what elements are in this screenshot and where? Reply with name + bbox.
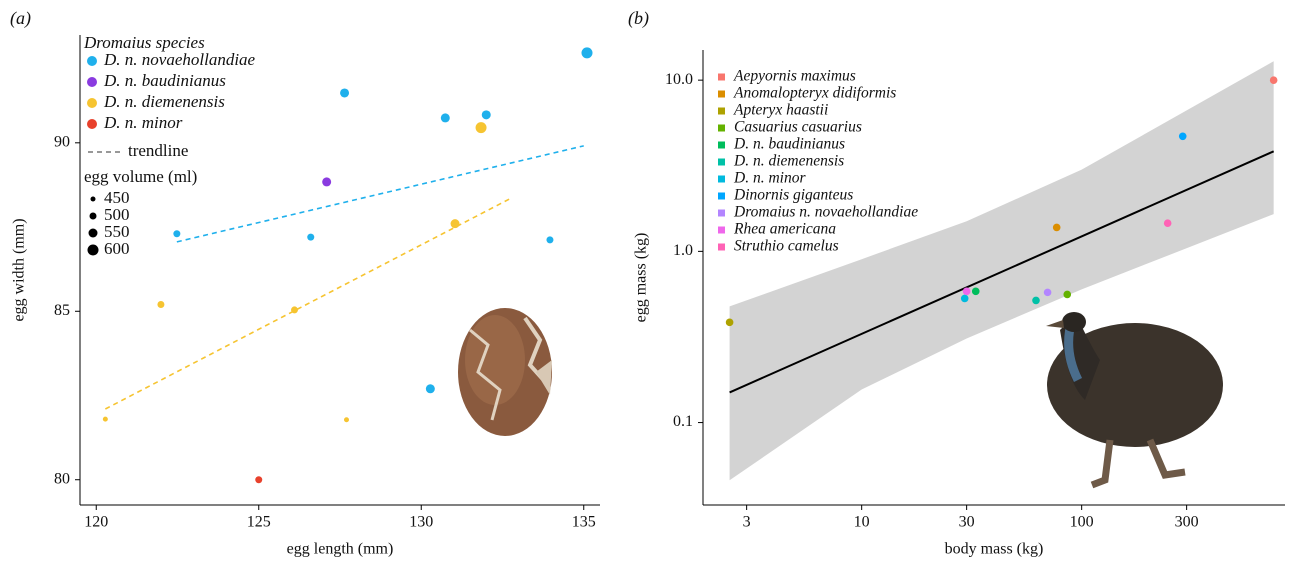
legend-marker xyxy=(718,244,725,251)
legend-label: trendline xyxy=(128,141,188,160)
legend-marker xyxy=(718,210,725,217)
x-tick-label: 130 xyxy=(409,514,433,531)
y-tick-label: 80 xyxy=(54,470,70,487)
x-tick-label: 3 xyxy=(743,514,751,531)
legend-label: D. n. minor xyxy=(103,113,183,132)
data-point xyxy=(1053,224,1061,232)
panel-label: (a) xyxy=(10,8,31,29)
size-legend-marker xyxy=(90,213,97,220)
legend-label: Rhea americana xyxy=(733,221,836,238)
y-tick-label: 10.0 xyxy=(665,71,693,88)
data-point xyxy=(582,47,593,58)
x-tick-label: 125 xyxy=(247,514,271,531)
figure: (a) 120 125 130 135 80 85 90 egg length (mm) egg … xyxy=(0,0,1297,564)
size-legend-label: 600 xyxy=(104,239,130,258)
emu-illustration xyxy=(1046,312,1223,485)
x-tick-label: 300 xyxy=(1175,514,1199,531)
legend-marker xyxy=(718,74,725,81)
data-point xyxy=(344,417,349,422)
legend-marker xyxy=(718,108,725,115)
data-point xyxy=(426,384,435,393)
legend-label: Dinornis giganteus xyxy=(733,187,853,204)
data-point xyxy=(307,234,314,241)
legend-marker xyxy=(87,77,97,87)
data-point xyxy=(103,417,108,422)
legend-label: Anomalopteryx didiformis xyxy=(733,85,896,102)
legend-marker xyxy=(718,227,725,234)
data-point xyxy=(546,236,553,243)
size-legend-marker xyxy=(88,245,99,256)
data-point xyxy=(1044,289,1052,297)
legend-label: D. n. diemenensis xyxy=(733,153,844,170)
y-axis-title: egg mass (kg) xyxy=(633,233,650,323)
legend-marker xyxy=(718,176,725,183)
data-point xyxy=(340,88,349,97)
legend-label: D. n. minor xyxy=(733,170,806,187)
data-point xyxy=(322,177,331,186)
data-point xyxy=(1063,291,1071,299)
legend-label: D. n. novaehollandiae xyxy=(103,50,256,69)
data-point xyxy=(961,295,969,303)
data-point xyxy=(1270,76,1278,84)
x-tick-label: 30 xyxy=(959,514,975,531)
data-point xyxy=(476,122,487,133)
legend-label: Casuarius casuarius xyxy=(734,119,862,136)
x-tick-label: 100 xyxy=(1070,514,1094,531)
legend-label: D. n. baudinianus xyxy=(103,71,226,90)
y-tick-label: 90 xyxy=(54,133,70,150)
trendline xyxy=(177,146,584,242)
y-axis-title: egg width (mm) xyxy=(11,218,28,321)
legend-label: Apteryx haastii xyxy=(733,102,828,119)
legend-marker xyxy=(718,159,725,166)
y-tick-label: 0.1 xyxy=(673,413,693,430)
data-point xyxy=(726,319,734,327)
legend-label: Struthio camelus xyxy=(734,238,839,255)
legend-marker xyxy=(87,56,97,66)
legend-marker xyxy=(87,119,97,129)
data-point xyxy=(972,288,980,296)
x-tick-label: 10 xyxy=(854,514,870,531)
x-axis-title: body mass (kg) xyxy=(945,541,1044,558)
data-point xyxy=(1032,297,1040,305)
legend-label: Dromaius n. novaehollandiae xyxy=(733,204,918,221)
x-axis-title: egg length (mm) xyxy=(287,541,394,558)
data-point xyxy=(482,110,491,119)
data-point xyxy=(451,219,460,228)
data-point xyxy=(157,301,164,308)
data-point xyxy=(1179,132,1187,140)
egg-illustration xyxy=(458,308,552,436)
legend-label: Aepyornis maximus xyxy=(733,68,856,85)
size-legend-marker xyxy=(89,229,98,238)
panel-label: (b) xyxy=(628,8,649,29)
legend-label: D. n. diemenensis xyxy=(103,92,225,111)
legend-marker xyxy=(718,142,725,149)
x-tick-label: 120 xyxy=(84,514,108,531)
legend-label: D. n. baudinianus xyxy=(733,136,845,153)
data-point xyxy=(173,230,180,237)
size-legend-title: egg volume (ml) xyxy=(84,167,197,186)
trendline xyxy=(105,199,510,409)
data-point xyxy=(291,306,298,313)
data-point xyxy=(963,288,971,296)
data-point xyxy=(441,113,450,122)
y-tick-label: 1.0 xyxy=(673,242,693,259)
legend-marker xyxy=(718,193,725,200)
size-legend-marker xyxy=(91,197,96,202)
x-tick-label: 135 xyxy=(572,514,596,531)
legend-marker xyxy=(87,98,97,108)
legend-marker xyxy=(718,125,725,132)
data-point xyxy=(255,476,262,483)
data-point xyxy=(1164,219,1172,227)
legend-marker xyxy=(718,91,725,98)
y-tick-label: 85 xyxy=(54,302,70,319)
